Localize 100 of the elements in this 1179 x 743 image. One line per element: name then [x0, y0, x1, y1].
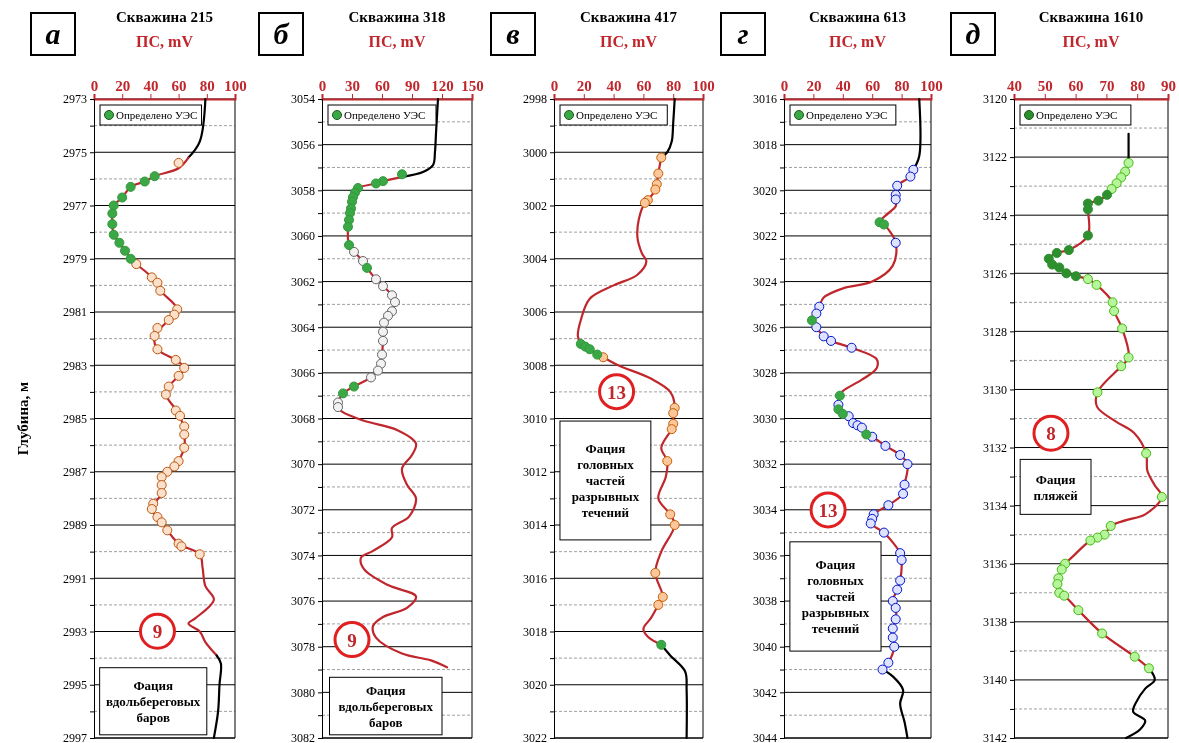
x-tick-label: 60 — [865, 78, 881, 94]
y-tick-label: 2991 — [63, 571, 87, 586]
x-tick-label: 90 — [1161, 78, 1176, 94]
legend-label: Определено УЭС — [1036, 109, 1118, 121]
y-tick-label: 3126 — [983, 266, 1007, 281]
x-tick-label: 40 — [606, 78, 622, 94]
annotation: Фация головных частей разрывных течений — [801, 557, 870, 637]
annotation: Фация пляжей — [1033, 471, 1079, 503]
x-tick-label: 0 — [318, 78, 327, 94]
x-tick-label: 20 — [576, 78, 592, 94]
circle-marker: 13 — [809, 491, 847, 529]
y-tick-label: 3018 — [523, 624, 547, 639]
y-tick-label: 3012 — [523, 465, 547, 480]
x-tick-label: 40 — [143, 78, 159, 94]
chart-title: Скважина 318 — [348, 9, 446, 25]
y-tick-label: 3080 — [291, 685, 315, 700]
y-tick-label: 2998 — [523, 92, 547, 107]
y-tick-label: 2977 — [63, 198, 87, 213]
chart-title: Скважина 613 — [809, 9, 906, 25]
y-tick-label: 3030 — [753, 411, 777, 426]
x-axis-title: ПС, mV — [600, 33, 658, 50]
legend-label: Определено УЭС — [116, 109, 198, 121]
y-tick-label: 2993 — [63, 624, 87, 639]
chart-title: Скважина 417 — [580, 9, 678, 25]
y-tick-label: 3060 — [291, 229, 315, 244]
y-tick-label: 2973 — [63, 92, 87, 107]
y-tick-label: 3020 — [523, 678, 547, 693]
y-tick-label: 2997 — [63, 731, 87, 743]
letter-box: б — [258, 12, 304, 56]
x-tick-label: 100 — [224, 78, 247, 94]
y-tick-label: 3038 — [753, 594, 777, 609]
circle-marker: 9 — [138, 612, 176, 650]
x-axis-title: ПС, mV — [1062, 33, 1120, 50]
y-tick-label: 3042 — [753, 685, 777, 700]
legend-label: Определено УЭС — [344, 109, 426, 121]
y-tick-label: 3026 — [753, 320, 777, 335]
y-axis-title: Глубина, м — [15, 381, 31, 456]
y-tick-label: 3014 — [523, 518, 547, 533]
label-box: Фация головных частей разрывных течений — [559, 420, 652, 541]
y-tick-label: 3082 — [291, 731, 315, 743]
x-tick-label: 80 — [1130, 78, 1146, 94]
letter-box: а — [30, 12, 76, 56]
annotation: 9 — [347, 629, 357, 651]
y-tick-label: 3040 — [753, 640, 777, 655]
y-tick-label: 3020 — [753, 183, 777, 198]
annotation: Фация головных частей разрывных течений — [571, 441, 640, 521]
x-tick-label: 80 — [894, 78, 910, 94]
annotation: 13 — [607, 381, 627, 403]
x-axis-title: ПС, mV — [136, 33, 194, 50]
x-tick-label: 100 — [920, 78, 943, 94]
x-tick-label: 60 — [375, 78, 390, 94]
y-tick-label: 3068 — [291, 411, 315, 426]
y-tick-label: 3022 — [753, 229, 777, 244]
y-tick-label: 2987 — [63, 465, 87, 480]
x-tick-label: 0 — [780, 78, 789, 94]
x-tick-label: 60 — [1068, 78, 1084, 94]
x-tick-label: 0 — [550, 78, 559, 94]
y-tick-label: 3006 — [523, 305, 547, 320]
x-tick-label: 120 — [431, 78, 454, 94]
letter-box: г — [720, 12, 766, 56]
x-axis-title: ПС, mV — [829, 33, 887, 50]
annotation: Фация вдольбереговых баров — [106, 678, 201, 726]
annotation: 8 — [1046, 423, 1056, 445]
x-tick-label: 0 — [90, 78, 99, 94]
chart-title: Скважина 1610 — [1038, 9, 1144, 25]
y-tick-label: 2985 — [63, 411, 87, 426]
y-tick-label: 3122 — [983, 150, 1007, 165]
x-tick-label: 40 — [835, 78, 851, 94]
y-tick-label: 3034 — [753, 503, 777, 518]
y-tick-label: 3054 — [291, 92, 315, 107]
y-tick-label: 3022 — [523, 731, 547, 743]
x-axis-title: ПС, mV — [368, 33, 426, 50]
y-tick-label: 3000 — [523, 145, 547, 160]
y-tick-label: 3074 — [291, 548, 315, 563]
y-tick-label: 3124 — [983, 208, 1007, 223]
y-tick-label: 3120 — [983, 92, 1007, 107]
y-tick-label: 3130 — [983, 382, 1007, 397]
x-tick-label: 20 — [115, 78, 131, 94]
y-tick-label: 3018 — [753, 137, 777, 152]
y-tick-label: 3036 — [753, 548, 777, 563]
y-tick-label: 3028 — [753, 366, 777, 381]
circle-marker: 13 — [598, 373, 636, 411]
label-box: Фация пляжей — [1019, 458, 1092, 515]
label-box: Фация вдольбереговых баров — [99, 667, 208, 736]
y-tick-label: 2983 — [63, 358, 87, 373]
y-tick-label: 3072 — [291, 503, 315, 518]
y-tick-label: 3140 — [983, 673, 1007, 688]
x-tick-label: 60 — [171, 78, 187, 94]
x-tick-label: 20 — [806, 78, 822, 94]
y-tick-label: 3056 — [291, 137, 315, 152]
y-tick-label: 3004 — [523, 252, 547, 267]
y-tick-label: 3066 — [291, 366, 315, 381]
y-tick-label: 3024 — [753, 274, 777, 289]
letter-box: д — [950, 12, 996, 56]
y-tick-label: 3078 — [291, 640, 315, 655]
annotation: 13 — [818, 499, 838, 521]
y-tick-label: 3016 — [753, 92, 777, 107]
y-tick-label: 3062 — [291, 274, 315, 289]
label-box: Фация вдольбереговых баров — [329, 676, 443, 736]
x-tick-label: 40 — [1007, 78, 1022, 94]
